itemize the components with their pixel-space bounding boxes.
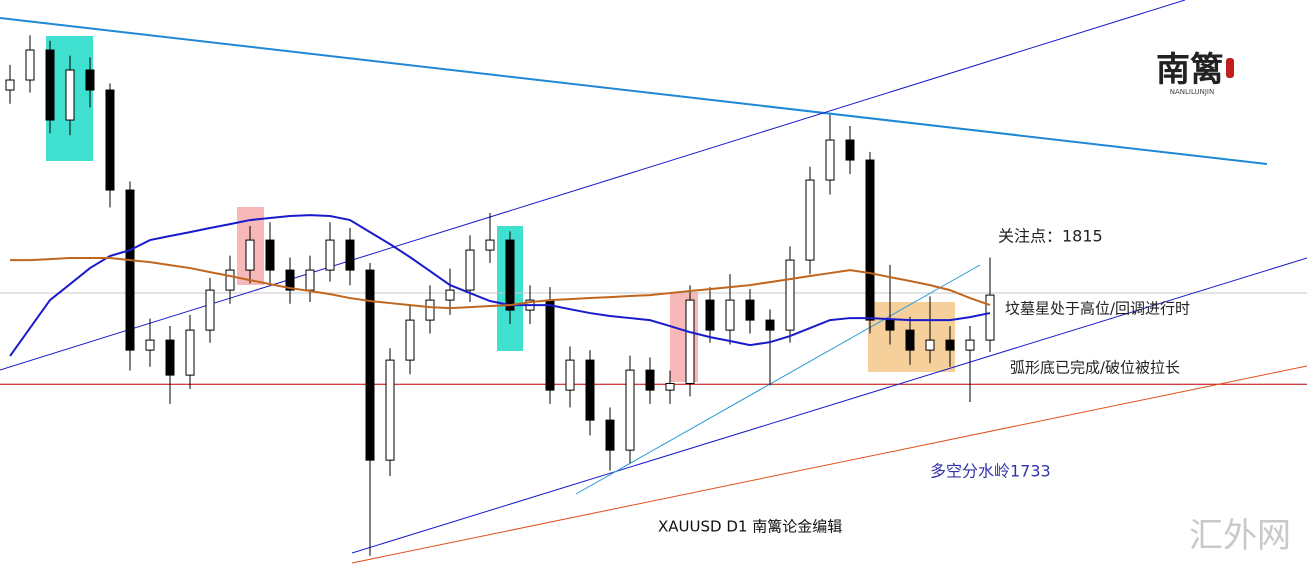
candle-body bbox=[365, 269, 375, 461]
candle-body bbox=[325, 239, 335, 271]
moving-average bbox=[9, 214, 991, 357]
candle-body bbox=[905, 329, 915, 351]
candle-body bbox=[205, 289, 215, 331]
candle-body bbox=[945, 339, 955, 351]
candle-body bbox=[825, 139, 835, 181]
candle-body bbox=[705, 299, 715, 331]
candle-body bbox=[885, 319, 895, 331]
candle-body bbox=[645, 369, 655, 391]
trend-line bbox=[351, 365, 1307, 564]
candle-body bbox=[665, 382, 675, 391]
candle-body bbox=[25, 49, 35, 81]
candle-body bbox=[125, 189, 135, 351]
candle-body bbox=[405, 319, 415, 361]
candle-body bbox=[605, 419, 615, 451]
candle-body bbox=[345, 239, 355, 271]
candle-body bbox=[685, 299, 695, 384]
candle-body bbox=[745, 299, 755, 321]
candle-body bbox=[865, 159, 875, 321]
candle-body bbox=[45, 49, 55, 121]
logo-seal bbox=[1226, 58, 1234, 78]
candle-body bbox=[5, 79, 15, 91]
trend-line bbox=[575, 264, 981, 495]
watermark: 汇外网 bbox=[1189, 516, 1291, 556]
chart-title: XAUUSD D1 南篱论金编辑 bbox=[658, 518, 842, 536]
trend-line bbox=[0, 0, 1186, 371]
candle-body bbox=[385, 359, 395, 461]
candle-body bbox=[265, 239, 275, 271]
annotation: 多空分水岭1733 bbox=[930, 462, 1051, 481]
candle-body bbox=[165, 339, 175, 376]
candle-body bbox=[105, 89, 115, 191]
logo: 南篱 bbox=[1156, 50, 1224, 90]
candle-body bbox=[485, 239, 495, 251]
candle-body bbox=[965, 339, 975, 351]
candle-body bbox=[245, 239, 255, 271]
candle-body bbox=[145, 339, 155, 351]
candle-body bbox=[505, 239, 515, 311]
candle-body bbox=[725, 299, 735, 331]
annotation: 弧形底已完成/破位被拉长 bbox=[1010, 359, 1180, 377]
candle-body bbox=[285, 269, 295, 291]
trend-line bbox=[0, 17, 1268, 165]
candle-body bbox=[845, 139, 855, 161]
candle-body bbox=[185, 329, 195, 376]
candle-body bbox=[85, 69, 95, 91]
candle-body bbox=[765, 319, 775, 331]
candle-body bbox=[445, 289, 455, 301]
candle-body bbox=[585, 359, 595, 421]
candle-body bbox=[465, 249, 475, 291]
logo-subtitle: NANLILUNJIN bbox=[1170, 88, 1215, 96]
candle-body bbox=[65, 69, 75, 121]
candle-body bbox=[785, 259, 795, 331]
candle-body bbox=[985, 294, 995, 341]
annotation: 坟墓星处于高位/回调进行时 bbox=[1005, 300, 1190, 318]
candle-body bbox=[225, 269, 235, 291]
trend-line bbox=[351, 257, 1307, 554]
candle-body bbox=[425, 299, 435, 321]
candle-body bbox=[565, 359, 575, 391]
candle-body bbox=[805, 179, 815, 261]
candle-body bbox=[925, 339, 935, 351]
candle-body bbox=[625, 369, 635, 451]
annotation: 关注点：1815 bbox=[998, 227, 1103, 246]
candle-body bbox=[305, 269, 315, 291]
candle-body bbox=[545, 299, 555, 391]
moving-average bbox=[10, 257, 991, 310]
